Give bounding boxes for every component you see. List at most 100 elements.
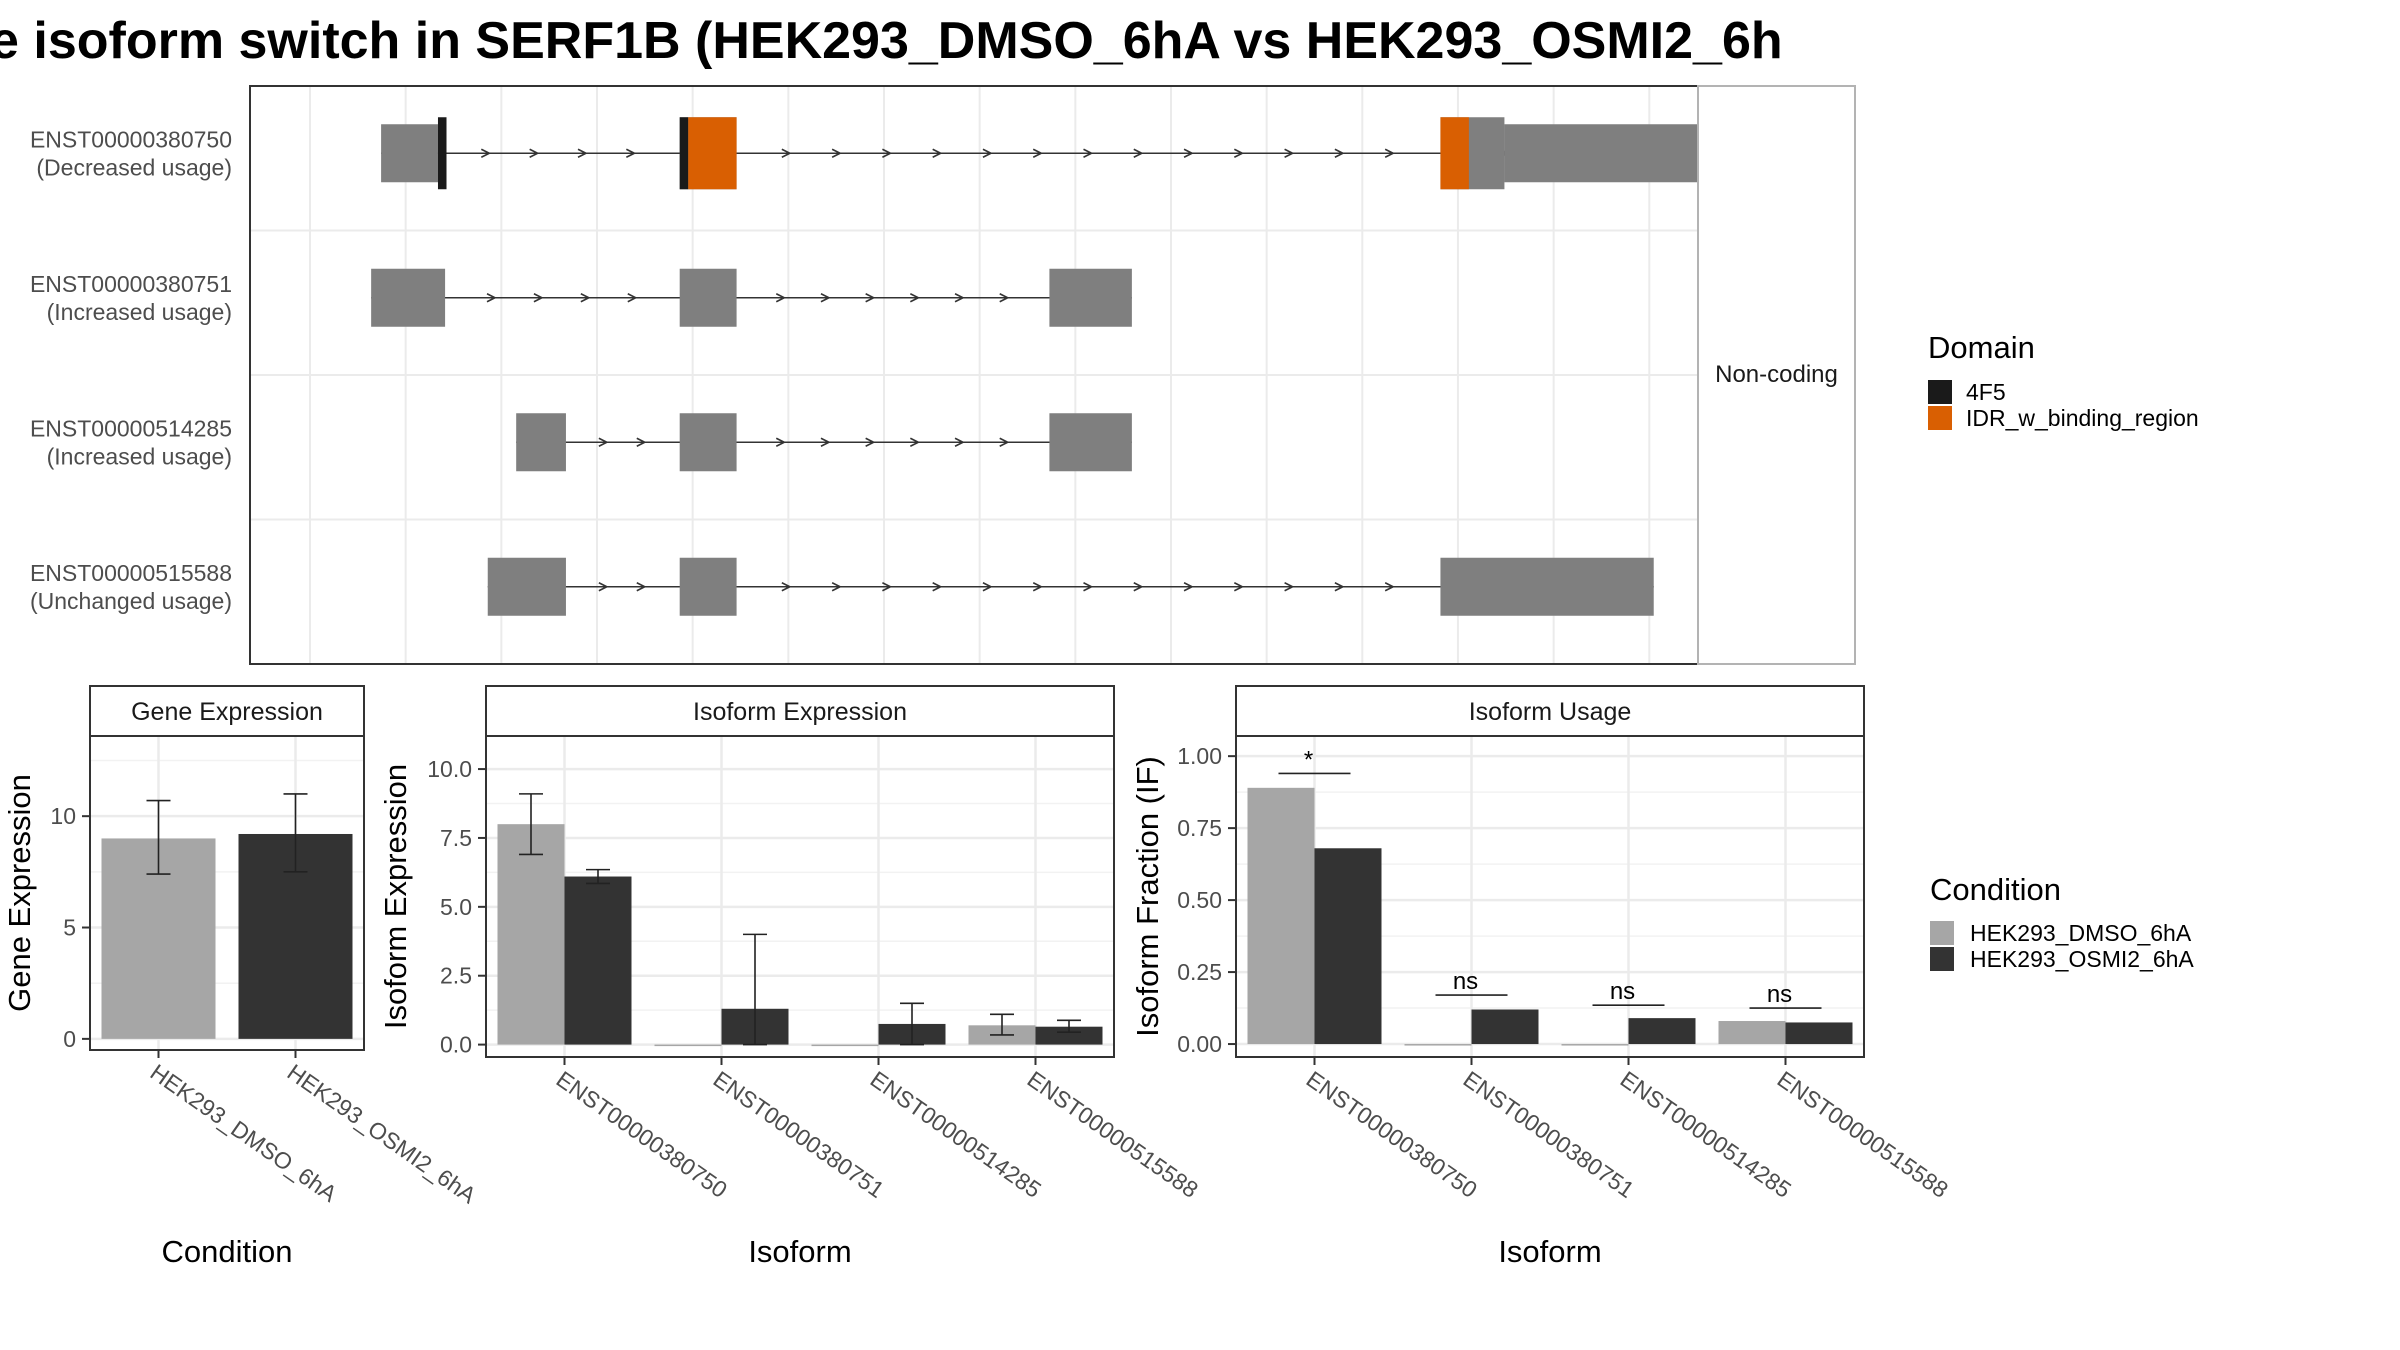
gene-structure-panel: ENST00000380750(Decreased usage) ENST0000… bbox=[30, 85, 1856, 665]
intron-arrow bbox=[909, 293, 921, 303]
y-axis-title: Gene Expression bbox=[2, 774, 37, 1012]
intron-arrow bbox=[1233, 582, 1245, 592]
intron-arrow bbox=[636, 582, 647, 592]
condition-legend-label: HEK293_DMSO_6hA bbox=[1970, 920, 2192, 946]
y-tick-label: 1.00 bbox=[1177, 743, 1222, 769]
intron-arrow bbox=[598, 582, 609, 592]
intron-arrow bbox=[1083, 148, 1094, 158]
data-bar bbox=[1471, 1009, 1539, 1045]
x-tick-label: ENST00000380750 bbox=[552, 1066, 732, 1203]
condition-legend-title: Condition bbox=[1930, 872, 2061, 907]
intron-arrow bbox=[954, 437, 965, 447]
intron-arrow bbox=[486, 293, 497, 303]
data-bar bbox=[811, 1044, 879, 1047]
intron-arrow bbox=[831, 582, 842, 592]
data-bar bbox=[1247, 787, 1315, 1045]
data-bar bbox=[564, 876, 632, 1045]
exon-block bbox=[371, 268, 446, 327]
intron-arrow bbox=[598, 437, 609, 447]
intron-arrow bbox=[820, 437, 831, 447]
intron-arrow bbox=[1284, 148, 1295, 158]
intron-arrow bbox=[781, 582, 792, 592]
intron-arrow bbox=[820, 293, 831, 303]
intron-arrow bbox=[636, 437, 647, 447]
x-tick-label: ENST00000515588 bbox=[1773, 1066, 1953, 1203]
domain-block bbox=[1440, 117, 1469, 190]
y-tick-label: 2.5 bbox=[440, 963, 472, 989]
x-tick-label: ENST00000380750 bbox=[1302, 1066, 1482, 1203]
condition-legend-swatch bbox=[1930, 947, 1954, 971]
exon-block bbox=[1049, 413, 1132, 472]
y-tick-label: 0.75 bbox=[1177, 815, 1222, 841]
data-bar bbox=[1628, 1018, 1696, 1045]
figure-title: e isoform switch in SERF1B (HEK293_DMSO_… bbox=[0, 12, 1783, 70]
intron-arrow bbox=[882, 148, 893, 158]
intron-arrow bbox=[1183, 582, 1194, 592]
intron-arrow bbox=[626, 148, 637, 158]
domain-legend-label: IDR_w_binding_region bbox=[1966, 405, 2199, 431]
data-bar bbox=[1035, 1026, 1103, 1045]
intron-arrow bbox=[1183, 148, 1194, 158]
transcript-id-label: ENST00000514285 bbox=[30, 415, 232, 441]
x-tick-label: ENST00000514285 bbox=[866, 1066, 1046, 1203]
exon-block bbox=[1049, 268, 1132, 327]
exon-block bbox=[1440, 557, 1654, 616]
panel-strip bbox=[485, 685, 1115, 737]
non-coding-strip bbox=[1697, 85, 1856, 665]
transcript-usage-label: (Unchanged usage) bbox=[30, 588, 232, 614]
x-axis-title: Isoform bbox=[1498, 1234, 1601, 1269]
panel-border bbox=[1235, 735, 1865, 1058]
panel-strip bbox=[1235, 685, 1865, 737]
intron-arrow bbox=[1384, 582, 1395, 592]
data-bar bbox=[1404, 1044, 1472, 1046]
panel-strip-label: Isoform Usage bbox=[1469, 698, 1632, 726]
y-tick-label: 7.5 bbox=[440, 825, 472, 851]
exon-block bbox=[487, 557, 566, 616]
exon-block bbox=[516, 413, 566, 472]
intron-arrow bbox=[865, 437, 876, 447]
intron-arrow bbox=[999, 437, 1010, 447]
intron-arrow bbox=[982, 582, 993, 592]
y-tick-label: 0.50 bbox=[1177, 887, 1222, 913]
x-tick-label: ENST00000380751 bbox=[1459, 1066, 1639, 1203]
transcript-usage-label: (Decreased usage) bbox=[36, 154, 232, 180]
y-tick-label: 5.0 bbox=[440, 894, 472, 920]
domain-block bbox=[688, 117, 737, 190]
condition-legend-label: HEK293_OSMI2_6hA bbox=[1970, 946, 2194, 972]
panel-strip-label: Gene Expression bbox=[131, 698, 323, 726]
intron-arrow bbox=[1334, 148, 1345, 158]
transcript-usage-label: (Increased usage) bbox=[47, 299, 232, 325]
intron-arrow bbox=[882, 582, 893, 592]
x-axis-title: Isoform bbox=[748, 1234, 851, 1269]
exon-block bbox=[381, 124, 438, 183]
y-tick-label: 0 bbox=[63, 1026, 76, 1052]
intron-arrow bbox=[909, 437, 921, 447]
significance-label: ns bbox=[1767, 981, 1792, 1008]
intron-arrow bbox=[1233, 148, 1245, 158]
transcript-usage-label: (Increased usage) bbox=[47, 443, 232, 469]
y-tick-label: 10 bbox=[50, 803, 76, 829]
exon-block bbox=[679, 557, 737, 616]
intron-arrow bbox=[577, 148, 588, 158]
intron-arrow bbox=[1133, 148, 1144, 158]
exon-block bbox=[679, 268, 737, 327]
significance-label: ns bbox=[1610, 978, 1635, 1005]
data-bar bbox=[497, 824, 565, 1045]
data-bar bbox=[1718, 1021, 1786, 1045]
intron-arrow bbox=[1284, 582, 1295, 592]
intron-arrow bbox=[1032, 582, 1044, 592]
intron-arrow bbox=[529, 148, 540, 158]
intron-arrow bbox=[865, 293, 876, 303]
intron-arrow bbox=[627, 293, 638, 303]
domain-block bbox=[437, 117, 447, 190]
intron-arrow bbox=[781, 148, 792, 158]
condition-legend-swatch bbox=[1930, 921, 1954, 945]
domain-legend-swatch bbox=[1928, 380, 1952, 404]
transcript-id-label: ENST00000515588 bbox=[30, 560, 232, 586]
intron-arrow bbox=[932, 582, 943, 592]
y-tick-label: 5 bbox=[63, 915, 76, 941]
y-tick-label: 0.25 bbox=[1177, 959, 1222, 985]
intron-arrow bbox=[775, 437, 787, 447]
intron-arrow bbox=[580, 293, 591, 303]
